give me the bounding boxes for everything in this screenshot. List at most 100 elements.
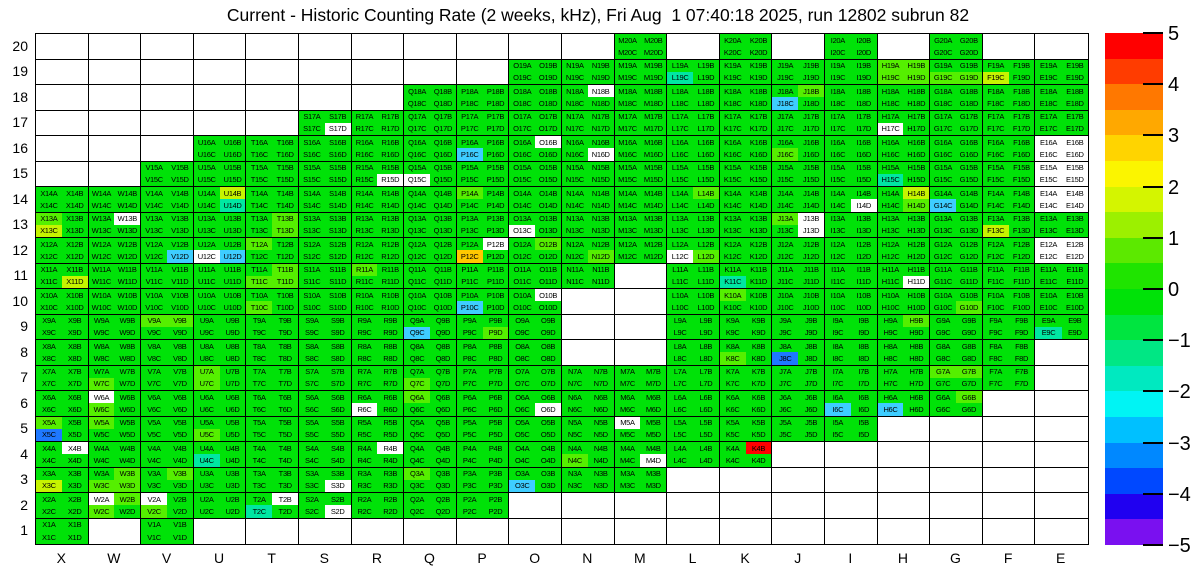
heatmap-cell-S14D: S14D <box>324 199 351 212</box>
heatmap-cell-R9D: R9D <box>377 326 404 339</box>
heatmap-cell-U15A: U15A <box>193 161 220 174</box>
heatmap-cell-T2C: T2C <box>246 505 273 518</box>
heatmap-cell-K14A: K14A <box>719 187 746 200</box>
heatmap-cell-X11D: X11D <box>61 275 88 288</box>
heatmap-cell-I13A: I13A <box>825 212 851 225</box>
heatmap-cell-L11A: L11A <box>667 263 693 276</box>
module-box-L12: L12A L12B L12C L12D <box>667 238 720 264</box>
heatmap-cell-E13B: E13B <box>1061 212 1088 225</box>
heatmap-cell-H11C: H11C <box>877 275 904 288</box>
heatmap-cell-Q8B: Q8B <box>429 340 456 353</box>
heatmap-cell-W11D: W11D <box>114 275 141 288</box>
heatmap-cell-I12A: I12A <box>825 238 851 251</box>
heatmap-cell-M16B: M16B <box>640 136 667 149</box>
module-box-I10: I10A I10B I10C I10D <box>825 289 878 315</box>
module-box-W16 <box>88 136 142 162</box>
heatmap-cell-S6A: S6A <box>299 391 325 404</box>
module-box-Q8: Q8A Q8B Q8C Q8D <box>404 340 457 366</box>
heatmap-cell-Q16D: Q16D <box>429 148 456 161</box>
colorbar-segment-18 <box>1105 493 1163 520</box>
heatmap-cell-O7A: O7A <box>509 365 536 378</box>
heatmap-cell-V2A: V2A <box>141 493 167 506</box>
heatmap-cell-R5A: R5A <box>351 416 378 429</box>
heatmap-cell-L5B: L5B <box>692 416 719 429</box>
module-box-J20 <box>772 34 825 60</box>
heatmap-cell-S9C: S9C <box>299 326 325 339</box>
heatmap-cell-J8A: J8A <box>772 340 799 353</box>
heatmap-cell-J10D: J10D <box>798 301 824 314</box>
heatmap-cell-N11C: N11C <box>562 275 588 288</box>
heatmap-cell-Q6B: Q6B <box>429 391 456 404</box>
chart-title: Current - Historic Counting Rate (2 week… <box>226 5 970 25</box>
heatmap-cell-M5B: M5B <box>640 416 667 429</box>
module-box-L11: L11A L11B L11C L11D <box>667 263 720 289</box>
heatmap-cell-L11B: L11B <box>692 263 719 276</box>
heatmap-cell-U10D: U10D <box>219 301 246 314</box>
heatmap-cell-E11D: E11D <box>1061 275 1088 288</box>
heatmap-cell-G7D: G7D <box>955 377 982 390</box>
colorbar-tick-label-−3: −3 <box>1168 432 1191 455</box>
heatmap-cell-N14C: N14C <box>562 199 588 212</box>
heatmap-cell-O7C: O7C <box>509 377 536 390</box>
heatmap-cell-R4D: R4D <box>377 454 404 467</box>
heatmap-cell-U2A: U2A <box>193 493 220 506</box>
module-box-F13: F13A F13B F13C F13D <box>982 212 1036 238</box>
heatmap-cell-Q11C: Q11C <box>404 275 430 288</box>
heatmap-cell-N6A: N6A <box>562 391 588 404</box>
heatmap-cell-X10C: X10C <box>36 301 62 314</box>
heatmap-cell-T10C: T10C <box>246 301 273 314</box>
module-box-P1 <box>457 518 510 544</box>
module-box-O15: O15A O15B O15C O15D <box>509 161 562 187</box>
heatmap-cell-I10A: I10A <box>825 289 851 302</box>
heatmap-cell-N14A: N14A <box>562 187 588 200</box>
module-box-H5 <box>877 416 931 442</box>
heatmap-cell-W14C: W14C <box>88 199 115 212</box>
colorbar-segment-4 <box>1105 135 1163 162</box>
heatmap-cell-T15C: T15C <box>246 173 273 186</box>
module-box-T9: T9A T9B T9C T9D <box>246 314 299 340</box>
heatmap-cell-G10A: G10A <box>930 289 956 302</box>
heatmap-cell-W8B: W8B <box>114 340 141 353</box>
heatmap-cell-I13D: I13D <box>850 224 877 237</box>
heatmap-cell-Q12B: Q12B <box>429 238 456 251</box>
heatmap-cell-P2A: P2A <box>456 493 483 506</box>
heatmap-cell-G20D: G20D <box>955 46 982 59</box>
heatmap-cell-X3B: X3B <box>61 467 88 480</box>
heatmap-cell-I18C: I18C <box>825 97 851 110</box>
heatmap-cell-J11B: J11B <box>798 263 824 276</box>
heatmap-cell-M4D: M4D <box>640 454 667 467</box>
heatmap-cell-T2A: T2A <box>246 493 273 506</box>
heatmap-cell-P5A: P5A <box>456 416 483 429</box>
heatmap-cell-U16D: U16D <box>219 148 246 161</box>
heatmap-cell-T13D: T13D <box>272 224 298 237</box>
heatmap-cell-L12B: L12B <box>692 238 719 251</box>
heatmap-cell-I16B: I16B <box>850 136 877 149</box>
heatmap-cell-M7A: M7A <box>614 365 641 378</box>
heatmap-cell-X5A: X5A <box>36 416 62 429</box>
heatmap-cell-P8C: P8C <box>456 352 483 365</box>
heatmap-cell-V6D: V6D <box>166 403 193 416</box>
module-box-Q9: Q9A Q9B Q9C Q9D <box>404 314 457 340</box>
module-box-J7: J7A J7B J7C J7D <box>772 365 825 391</box>
module-box-X19 <box>36 59 89 85</box>
heatmap-cell-W9B: W9B <box>114 314 141 327</box>
heatmap-cell-J9D: J9D <box>798 326 824 339</box>
heatmap-cell-O10C: O10C <box>509 301 536 314</box>
heatmap-cell-M13B: M13B <box>640 212 667 225</box>
heatmap-cell-O17B: O17B <box>535 110 561 123</box>
heatmap-cell-G12C: G12C <box>930 250 956 263</box>
module-box-R4: R4A R4B R4C R4D <box>351 442 405 468</box>
heatmap-cell-K15A: K15A <box>719 161 746 174</box>
heatmap-cell-N15C: N15C <box>562 173 588 186</box>
module-box-W6: W6A W6B W6C W6D <box>88 391 142 417</box>
heatmap-cell-P3C: P3C <box>456 479 483 492</box>
module-box-L16: L16A L16B L16C L16D <box>667 136 720 162</box>
heatmap-cell-N7B: N7B <box>587 365 614 378</box>
heatmap-cell-M6D: M6D <box>640 403 667 416</box>
heatmap-cell-Q6D: Q6D <box>429 403 456 416</box>
heatmap-cell-P17C: P17C <box>456 122 483 135</box>
module-box-H14: H14A H14B H14C H14D <box>877 187 931 213</box>
heatmap-cell-G13C: G13C <box>930 224 956 237</box>
heatmap-cell-Q5A: Q5A <box>404 416 430 429</box>
heatmap-cell-J15B: J15B <box>798 161 824 174</box>
